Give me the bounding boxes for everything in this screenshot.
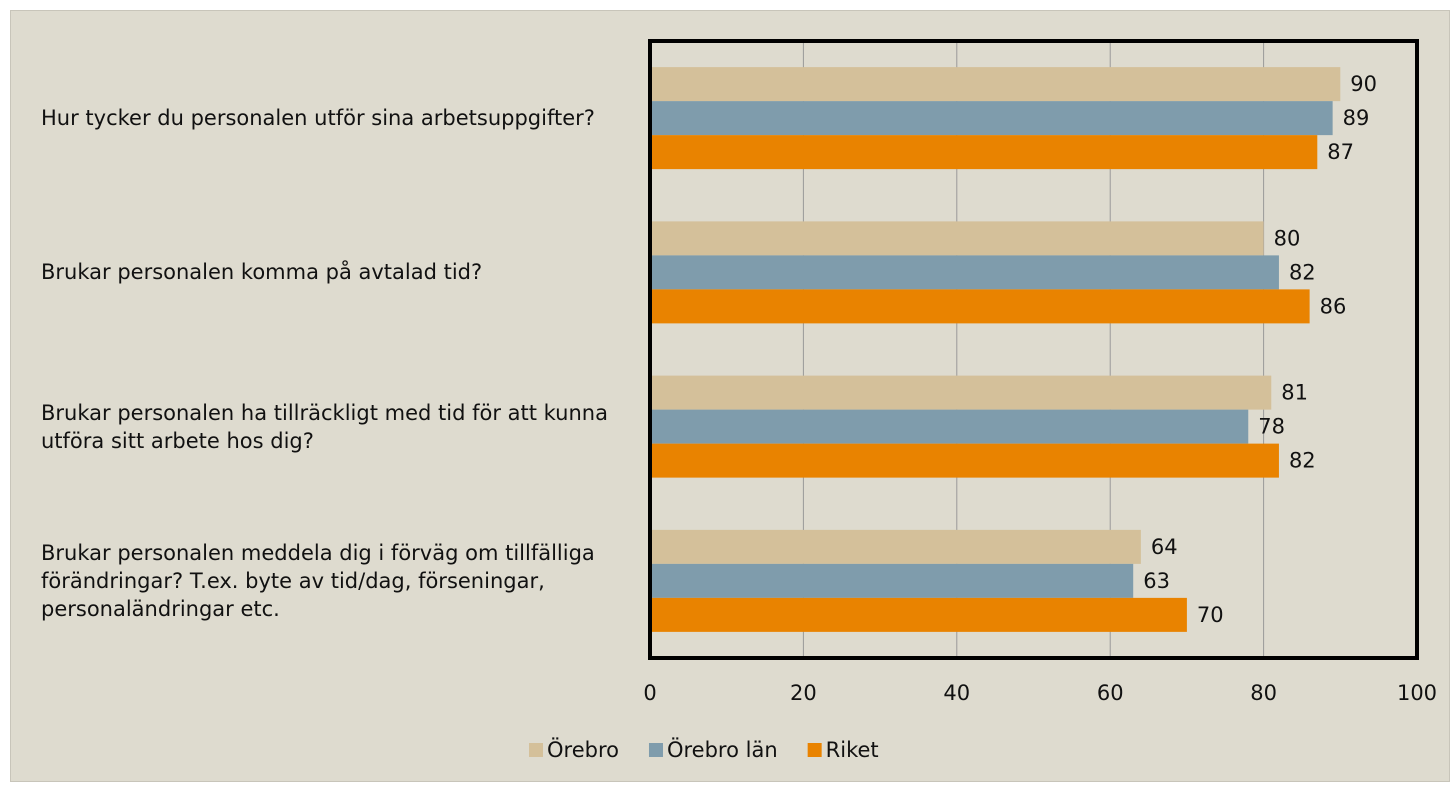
x-tick-label: 100 (1397, 681, 1437, 705)
legend-label: Örebro län (667, 737, 778, 762)
category-label: Brukar personalen komma på avtalad tid? (41, 260, 483, 285)
legend-swatch (648, 743, 663, 757)
bar (650, 255, 1279, 290)
value-label: 63 (1143, 569, 1170, 593)
legend-label: Örebro (547, 737, 619, 762)
legend-swatch (529, 743, 543, 757)
category-label: Hur tycker du personalen utför sina arbe… (41, 106, 595, 131)
value-label: 89 (1343, 106, 1370, 130)
value-label: 70 (1197, 603, 1224, 627)
x-tick-label: 0 (643, 681, 656, 705)
chart: 0 20 40 60 80 100 90 89 87 80 82 86 81 78 82 64 63 70 Öreb… (10, 10, 1450, 782)
value-label: 64 (1151, 535, 1178, 559)
plot-frame (648, 39, 1419, 660)
bar (650, 135, 1318, 170)
bar (650, 563, 1134, 598)
bar (650, 289, 1310, 324)
value-label: 90 (1350, 72, 1377, 96)
x-tick-label: 40 (943, 681, 970, 705)
value-label: 87 (1327, 140, 1354, 164)
legend-label: Riket (826, 738, 879, 762)
x-tick-label: 80 (1250, 681, 1277, 705)
category-label: Brukar personalen meddela dig i förväg o… (41, 540, 595, 621)
value-label: 82 (1289, 449, 1316, 473)
legend-swatch (807, 743, 822, 757)
bar (650, 597, 1187, 632)
bar (650, 529, 1141, 564)
bar (650, 67, 1341, 102)
x-tick-label: 60 (1097, 681, 1124, 705)
plot: 0 20 40 60 80 100908987808286817882646370Öreb… (529, 39, 1437, 762)
bar (650, 101, 1333, 136)
bar (650, 409, 1249, 444)
x-tick-label: 20 (790, 681, 817, 705)
value-label: 78 (1258, 415, 1285, 439)
bar (650, 443, 1279, 478)
bar (650, 221, 1264, 256)
value-label: 86 (1320, 294, 1347, 318)
bar (650, 375, 1272, 410)
value-label: 82 (1289, 260, 1316, 284)
value-label: 80 (1274, 226, 1301, 250)
value-label: 81 (1281, 381, 1308, 405)
category-label: Brukar personalen ha tillräckligt med ti… (41, 400, 608, 453)
